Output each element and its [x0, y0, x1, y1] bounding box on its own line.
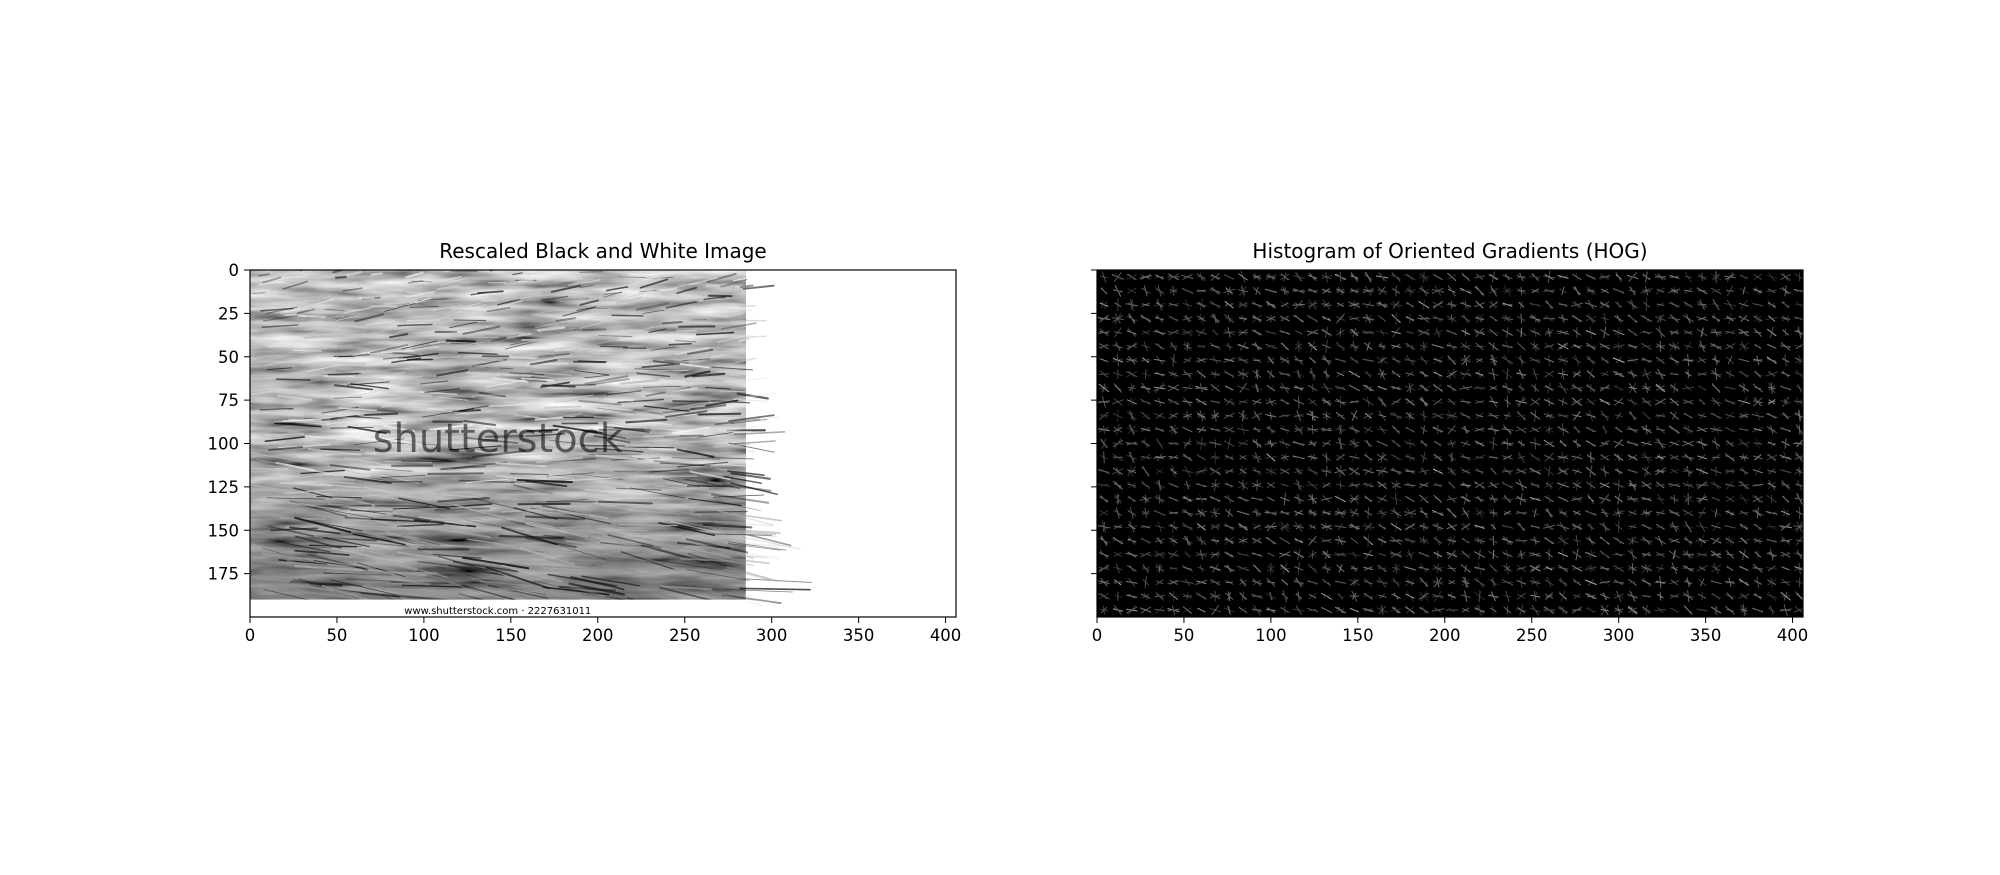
x-tick-label: 250: [1516, 626, 1548, 645]
y-tick-label: 50: [218, 348, 239, 367]
y-tick-label: 75: [218, 391, 239, 410]
left-x-axis: 0 50 100 150 200 250 300 350 400: [245, 617, 962, 645]
x-tick-label: 300: [1603, 626, 1635, 645]
y-tick-label: 25: [218, 304, 239, 323]
image-watermark: shutterstock: [373, 416, 624, 462]
x-tick-label: 350: [1690, 626, 1722, 645]
right-y-axis: [1091, 269, 1097, 575]
y-tick-label: 125: [208, 478, 240, 497]
x-tick-label: 50: [1173, 626, 1194, 645]
y-tick-label: 150: [208, 521, 240, 540]
x-tick-label: 200: [582, 626, 614, 645]
y-tick-label: 175: [208, 565, 240, 584]
rescaled-image-axes: Rescaled Black and White Image www.shutt…: [208, 239, 962, 645]
hog-image: [1097, 270, 1803, 617]
x-tick-label: 250: [669, 626, 701, 645]
x-tick-label: 150: [1342, 626, 1374, 645]
x-tick-label: 0: [1092, 626, 1103, 645]
x-tick-label: 400: [1777, 626, 1809, 645]
left-chart-title: Rescaled Black and White Image: [439, 239, 767, 263]
hog-axes: Histogram of Oriented Gradients (HOG) 0 5…: [1091, 239, 1808, 645]
x-tick-label: 400: [930, 626, 962, 645]
right-chart-title: Histogram of Oriented Gradients (HOG): [1252, 239, 1647, 263]
x-tick-label: 100: [408, 626, 440, 645]
x-tick-label: 150: [495, 626, 527, 645]
x-tick-label: 300: [756, 626, 788, 645]
image-caption-strip: www.shutterstock.com · 2227631011: [404, 606, 591, 617]
x-tick-label: 100: [1255, 626, 1287, 645]
y-tick-label: 100: [208, 435, 240, 454]
x-tick-label: 350: [843, 626, 875, 645]
y-tick-label: 0: [229, 261, 240, 280]
hog-gradient-glyphs: [1097, 270, 1803, 617]
rescaled-grayscale-image: www.shutterstock.com · 2227631011 shutte…: [250, 270, 812, 617]
x-tick-label: 200: [1429, 626, 1461, 645]
x-tick-label: 50: [326, 626, 347, 645]
right-x-axis: 0 50 100 150 200 250 300 350 400: [1092, 617, 1809, 645]
x-tick-label: 0: [245, 626, 256, 645]
left-y-axis: 0 25 50 75 100 125 150 175: [208, 261, 250, 584]
